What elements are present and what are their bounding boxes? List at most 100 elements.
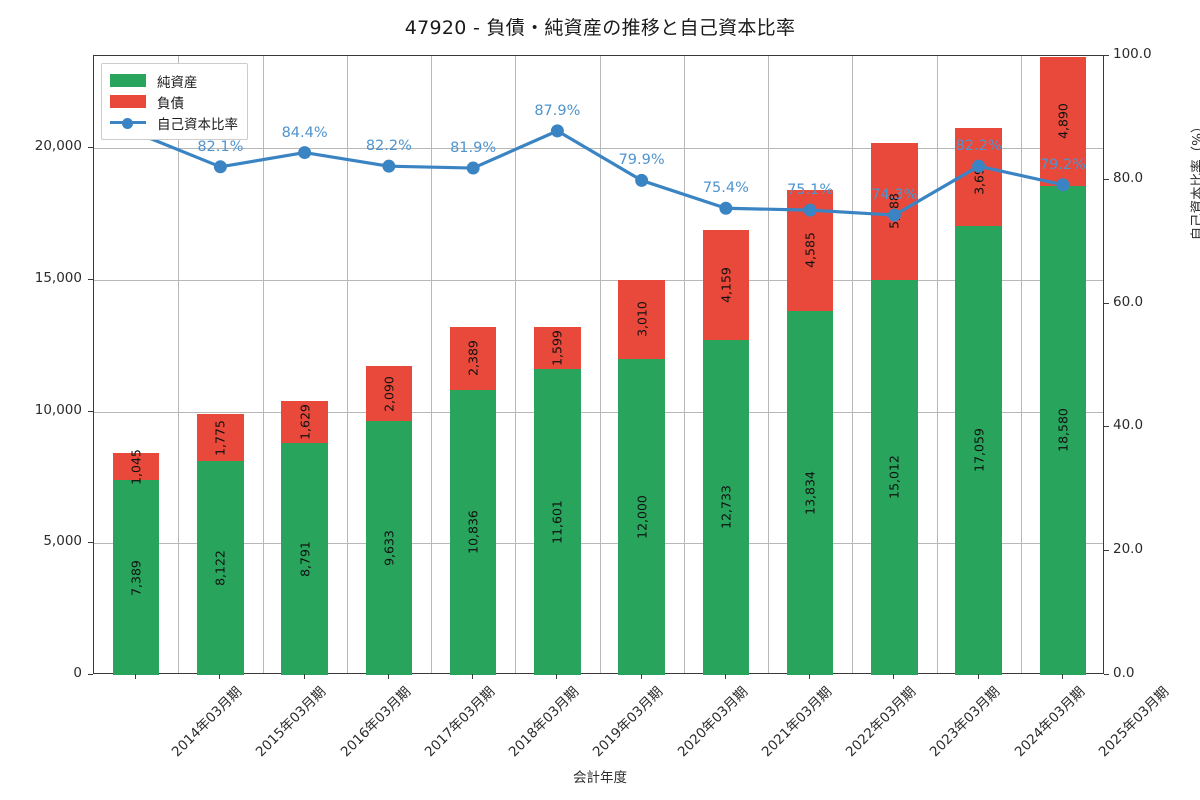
bar-segment-equity[interactable]: 15,012	[871, 279, 918, 675]
bar-segment-liability[interactable]: 4,159	[702, 230, 750, 340]
bar-segment-liability[interactable]: 1,775	[197, 414, 244, 462]
y-axis-right-label: 自己資本比率（%）	[1190, 119, 1200, 241]
gridline-vertical	[768, 56, 769, 673]
ratio-point-marker[interactable]	[298, 146, 312, 160]
legend-line-icon	[110, 116, 146, 129]
y-axis-right-tick-label: 40.0	[1113, 417, 1144, 434]
y-axis-right-tick-label: 80.0	[1113, 169, 1144, 186]
ratio-point-marker[interactable]	[719, 201, 733, 215]
bar-segment-equity[interactable]: 13,834	[786, 310, 834, 675]
bar-segment-equity[interactable]: 8,122	[197, 461, 244, 675]
legend-item-label: 自己資本比率	[157, 116, 238, 133]
bar-segment-equity[interactable]: 17,059	[955, 225, 1002, 675]
y-axis-left-tick-label: 10,000	[34, 401, 82, 418]
x-axis-tick-mark	[640, 674, 642, 679]
x-axis-tick-mark	[893, 674, 895, 679]
ratio-point-marker[interactable]	[635, 173, 649, 187]
ratio-point-marker[interactable]	[382, 159, 396, 173]
x-axis-tick-mark	[219, 674, 221, 679]
x-axis-tick-mark	[809, 674, 811, 679]
bar-segment-equity[interactable]: 12,733	[702, 339, 750, 675]
y-axis-right-tick-mark	[1104, 302, 1109, 304]
ratio-point-marker[interactable]	[972, 159, 986, 173]
ratio-point-label: 82.2%	[955, 138, 1002, 155]
y-axis-left-tick-mark	[88, 410, 93, 412]
gridline-horizontal	[94, 411, 1103, 413]
ratio-point-label: 87.9%	[534, 102, 581, 119]
y-axis-left-tick-mark	[88, 542, 93, 544]
y-axis-left-tick-label: 0	[73, 665, 82, 681]
ratio-point-marker[interactable]	[887, 208, 901, 222]
ratio-point-marker[interactable]	[550, 124, 564, 138]
ratio-point-label: 81.9%	[450, 140, 497, 157]
bar-segment-equity[interactable]: 7,389	[112, 480, 160, 675]
plot-area: 7,389 1,045 8,122 1,775 8,791 1,629 9,633 2,090…	[93, 55, 1104, 675]
y-axis-right-tick-mark	[1104, 55, 1109, 56]
x-axis-tick-mark	[472, 674, 474, 679]
ratio-line	[135, 129, 1064, 217]
ratio-point-label: 82.2%	[365, 138, 412, 155]
bar-segment-liability[interactable]: 1,599	[534, 327, 581, 370]
x-axis-tick-label: 2024年03月期	[1011, 683, 1088, 761]
gridline-vertical	[599, 56, 601, 673]
ratio-point-label: 75.1%	[787, 182, 834, 199]
x-axis-tick-label: 2021年03月期	[758, 683, 836, 761]
bar-segment-liability[interactable]: 1,045	[112, 449, 160, 484]
y-axis-right-tick-label: 60.0	[1113, 293, 1144, 310]
ratio-point-marker[interactable]	[803, 203, 817, 217]
y-axis-left-tick-mark	[88, 147, 93, 149]
gridline-vertical	[683, 56, 685, 673]
bar-segment-liability[interactable]: 2,090	[365, 366, 413, 422]
bar-segment-liability[interactable]: 1,629	[281, 400, 328, 444]
bar-segment-liability[interactable]: 2,389	[449, 326, 497, 390]
bar-segment-liability[interactable]: 4,890	[1039, 56, 1087, 186]
gridline-vertical	[1020, 56, 1022, 673]
x-axis-tick-label: 2025年03月期	[1095, 683, 1173, 761]
x-axis-tick-mark	[387, 674, 389, 679]
ratio-point-marker[interactable]	[1056, 178, 1070, 192]
chart-legend: 純資産負債自己資本比率	[101, 63, 248, 140]
x-axis-tick-mark	[724, 674, 726, 679]
ratio-point-label: 84.4%	[281, 124, 328, 141]
bar-segment-equity[interactable]: 12,000	[618, 358, 665, 675]
ratio-point-label: 79.9%	[618, 152, 665, 169]
y-axis-right-tick-label: 20.0	[1113, 541, 1144, 558]
ratio-point-label: 75.4%	[702, 180, 749, 197]
ratio-line-layer	[129, 124, 1070, 222]
x-axis-tick-label: 2018年03月期	[505, 683, 583, 761]
x-axis-tick-label: 2017年03月期	[421, 683, 499, 761]
x-axis-tick-mark	[135, 674, 137, 679]
gridline-vertical	[262, 56, 264, 673]
gridline-vertical	[852, 56, 854, 673]
gridline-vertical	[431, 56, 432, 673]
gridline-vertical	[936, 56, 938, 673]
y-axis-right-tick-label: 0.0	[1113, 665, 1135, 681]
legend-item-2[interactable]: 負債	[110, 91, 238, 112]
ratio-point-marker[interactable]	[213, 160, 227, 174]
gridline-vertical	[515, 56, 517, 673]
y-axis-left-tick-label: 5,000	[43, 533, 82, 550]
x-axis-label: 会計年度	[573, 770, 627, 786]
legend-item-label: 負債	[157, 95, 184, 112]
legend-item-3[interactable]: 自己資本比率	[110, 112, 238, 133]
x-axis-tick-mark	[303, 674, 305, 679]
bar-segment-liability[interactable]: 3,010	[618, 279, 665, 359]
ratio-point-label: 79.2%	[1039, 156, 1086, 173]
y-axis-right-tick-mark	[1104, 550, 1109, 552]
legend-swatch-icon	[110, 74, 146, 87]
bar-segment-equity[interactable]: 10,836	[449, 389, 497, 675]
bar-segment-equity[interactable]: 18,580	[1039, 185, 1087, 675]
ratio-point-label: 82.1%	[197, 138, 244, 155]
bar-segment-equity[interactable]: 9,633	[365, 421, 413, 675]
bar-segment-equity[interactable]: 11,601	[534, 369, 581, 675]
legend-item-1[interactable]: 純資産	[110, 70, 238, 91]
y-axis-left-tick-mark	[88, 278, 93, 280]
x-axis-tick-mark	[556, 674, 558, 679]
bar-segment-equity[interactable]: 8,791	[281, 443, 328, 675]
ratio-point-label: 74.3%	[871, 187, 918, 204]
x-axis-tick-label: 2023年03月期	[927, 683, 1004, 761]
ratio-point-marker[interactable]	[466, 161, 480, 175]
x-axis-tick-label: 2016年03月期	[337, 683, 414, 761]
gridline-horizontal	[94, 543, 1103, 545]
